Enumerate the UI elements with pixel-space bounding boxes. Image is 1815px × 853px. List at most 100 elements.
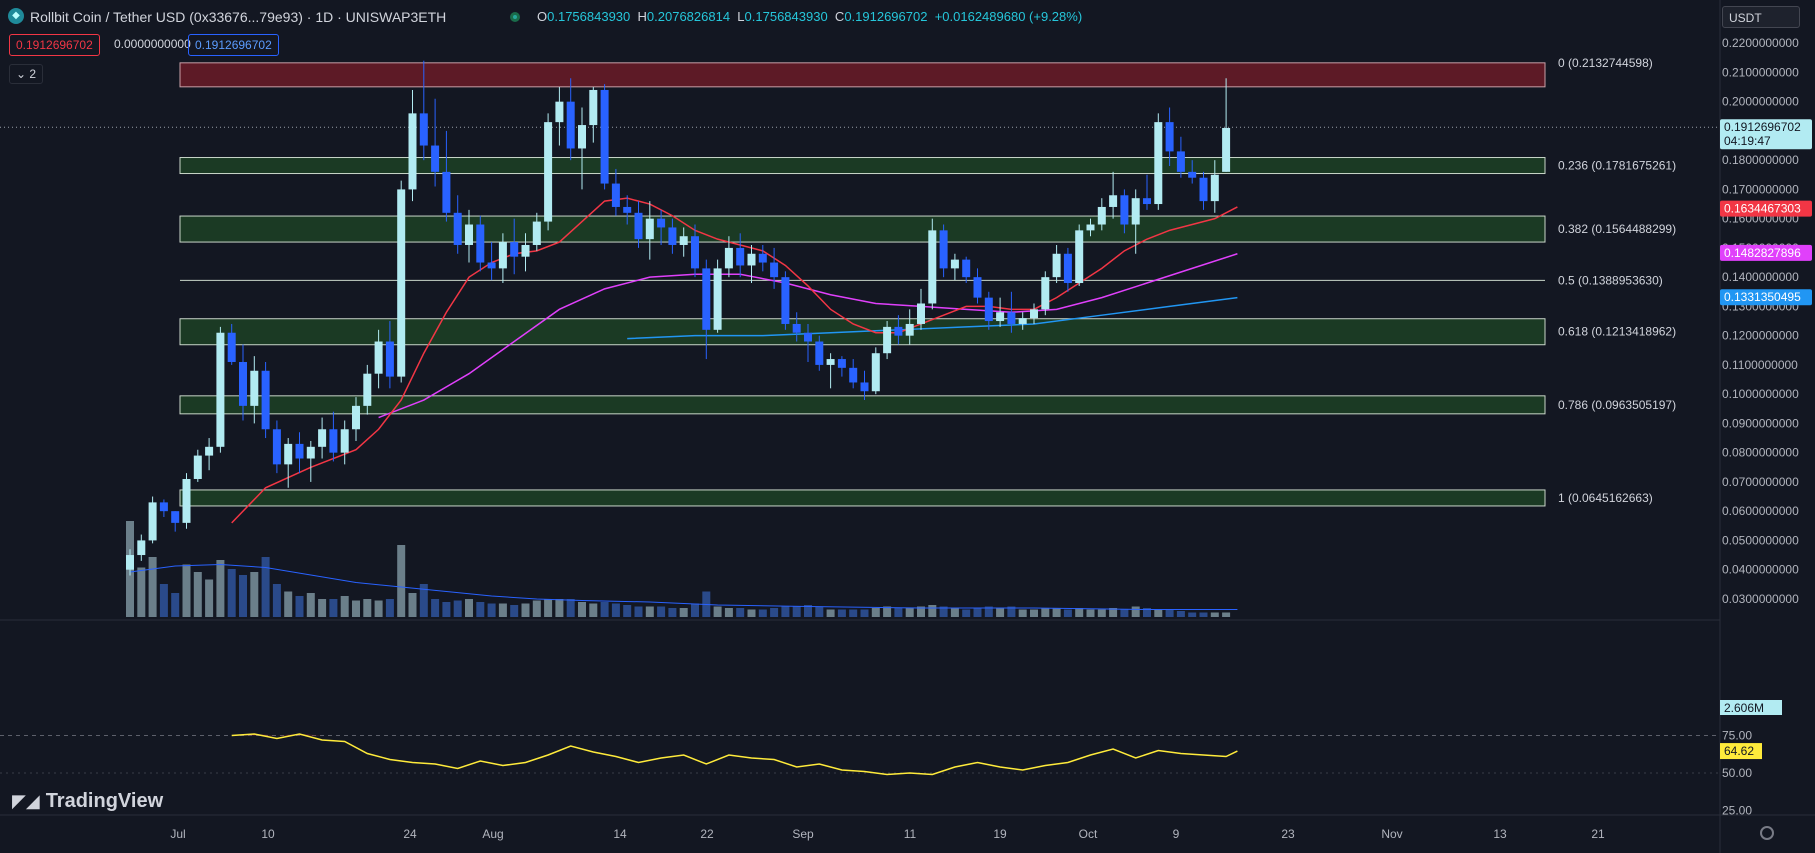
indicators-collapse-button[interactable]: ⌄ 2 bbox=[9, 64, 44, 84]
candle-body bbox=[815, 341, 824, 365]
volume-bar bbox=[939, 606, 948, 617]
high-label: H bbox=[637, 9, 647, 24]
volume-bar bbox=[1086, 609, 1095, 617]
time-tick-label: Sep bbox=[792, 827, 814, 841]
price-tick-label: 0.1200000000 bbox=[1722, 329, 1799, 343]
volume-bar bbox=[973, 608, 982, 617]
candle-body bbox=[498, 242, 507, 269]
candle-body bbox=[1063, 253, 1072, 284]
close-label: C bbox=[834, 9, 845, 24]
volume-bar bbox=[1109, 608, 1118, 617]
price-tick-label: 0.2000000000 bbox=[1722, 95, 1799, 109]
price-tick-label: 0.0300000000 bbox=[1722, 592, 1799, 606]
volume-bar bbox=[668, 608, 677, 617]
low-value: 0.1756843930 bbox=[744, 9, 828, 24]
candle-body bbox=[148, 502, 157, 541]
volume-bar bbox=[962, 609, 971, 617]
tradingview-logo[interactable]: ◤◢ TradingView bbox=[12, 790, 163, 813]
candle-body bbox=[205, 446, 214, 456]
candle-body bbox=[917, 303, 925, 324]
time-tick-label: 24 bbox=[403, 827, 417, 841]
last-price-badge: 0.1912696702 bbox=[1724, 120, 1801, 134]
sell-price-button[interactable]: 0.1912696702 bbox=[9, 34, 100, 56]
candle-body bbox=[408, 113, 417, 190]
candle-body bbox=[352, 405, 360, 430]
buy-price-button[interactable]: 0.1912696702 bbox=[188, 34, 279, 56]
candle-body bbox=[250, 370, 259, 406]
candle-body bbox=[1109, 195, 1118, 207]
change-value: +0.0162489680 (+9.28%) bbox=[934, 9, 1083, 24]
candle-body bbox=[973, 277, 982, 298]
volume-bar bbox=[905, 608, 914, 617]
volume-bar bbox=[578, 602, 586, 617]
currency-select[interactable]: USDT bbox=[1722, 6, 1800, 28]
volume-bar bbox=[792, 606, 801, 617]
time-tick-label: Jul bbox=[170, 827, 185, 841]
volume-bar bbox=[679, 608, 688, 617]
volume-bar bbox=[295, 596, 304, 617]
volume-bar bbox=[1007, 606, 1016, 617]
volume-bar bbox=[837, 609, 846, 617]
candle-body bbox=[1052, 253, 1061, 278]
volume-bar bbox=[205, 579, 214, 617]
candle-body bbox=[227, 332, 236, 362]
volume-bar bbox=[408, 593, 417, 617]
market-status-icon[interactable] bbox=[510, 12, 520, 22]
fib-zone-2 bbox=[179, 215, 1546, 243]
low-label: L bbox=[737, 9, 745, 24]
ma-mid-line bbox=[378, 253, 1238, 419]
candle-body bbox=[770, 262, 779, 278]
volume-bar bbox=[352, 600, 360, 617]
candle-body bbox=[1143, 198, 1151, 205]
candle-body bbox=[1041, 277, 1050, 310]
volume-bar bbox=[770, 608, 779, 617]
rsi-badge-label: 64.62 bbox=[1724, 744, 1754, 758]
candle-body bbox=[566, 101, 575, 149]
ma-badge-bg bbox=[1720, 244, 1812, 261]
candle-body bbox=[521, 244, 530, 257]
volume-bar bbox=[826, 609, 835, 617]
fib-label: 1 (0.0645162663) bbox=[1558, 491, 1653, 505]
candle-body bbox=[239, 361, 247, 406]
candle-body bbox=[329, 429, 338, 453]
fib-label: 0.236 (0.1781675261) bbox=[1558, 159, 1676, 173]
volume-bar bbox=[691, 603, 699, 617]
fib-zone-1 bbox=[179, 157, 1546, 175]
volume-bar bbox=[1052, 608, 1061, 617]
gear-icon[interactable] bbox=[1760, 826, 1774, 840]
volume-bar bbox=[261, 557, 270, 617]
candle-body bbox=[713, 268, 722, 330]
symbol-title[interactable]: Rollbit Coin / Tether USD (0x33676...79e… bbox=[30, 9, 447, 25]
volume-bar bbox=[645, 606, 654, 617]
time-axis[interactable]: Jul 10 24 Aug 14 22 Sep 11 19 Oct 9 23 Nov 13 21 bbox=[170, 827, 1605, 841]
spread-value: 0.0000000000 bbox=[114, 37, 191, 51]
volume-bar bbox=[758, 609, 767, 617]
time-tick-label: Nov bbox=[1381, 827, 1402, 841]
volume-bar bbox=[657, 606, 666, 617]
candle-body bbox=[871, 353, 880, 392]
ma-badge-label: 0.1331350495 bbox=[1724, 290, 1801, 304]
volume-bar bbox=[340, 596, 349, 617]
candle-body bbox=[996, 312, 1005, 322]
price-tick-label: 0.1800000000 bbox=[1722, 153, 1799, 167]
price-tick-label: 0.1700000000 bbox=[1722, 182, 1799, 196]
candle-body bbox=[645, 218, 654, 240]
price-tick-label: 0.1000000000 bbox=[1722, 387, 1799, 401]
candle-body bbox=[1176, 151, 1185, 172]
time-tick-label: 14 bbox=[613, 827, 627, 841]
candle-body bbox=[1222, 127, 1231, 172]
candle-body bbox=[736, 247, 745, 266]
rsi-tick-label: 75.00 bbox=[1722, 729, 1752, 743]
ma-long-line bbox=[627, 296, 1238, 340]
volume-bar bbox=[849, 609, 858, 617]
price-axis[interactable]: 0.2200000000 0.2100000000 0.2000000000 0.19… bbox=[1720, 36, 1812, 715]
candle-body bbox=[374, 341, 383, 374]
price-tick-label: 0.1400000000 bbox=[1722, 270, 1799, 284]
volume-bar bbox=[318, 599, 327, 617]
candle-body bbox=[826, 359, 835, 365]
volume-bar bbox=[1075, 608, 1084, 617]
fib-zone-5 bbox=[179, 395, 1546, 415]
volume-bar bbox=[193, 572, 202, 617]
